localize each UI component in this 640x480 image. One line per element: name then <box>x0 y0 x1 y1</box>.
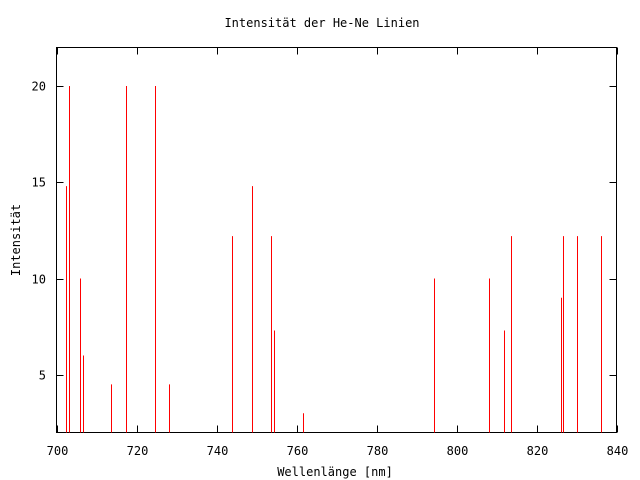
chart-title: Intensität der He-Ne Linien <box>224 16 419 30</box>
x-tick-label: 700 <box>47 444 69 458</box>
axis-ticks: 700 720 740 760 780 800 820 840 5 10 15 20 <box>32 47 629 458</box>
x-axis-label: Wellenlänge [nm] <box>277 465 393 479</box>
x-tick-label: 780 <box>367 444 389 458</box>
x-tick-label: 760 <box>287 444 309 458</box>
x-tick-label: 720 <box>127 444 149 458</box>
y-tick-label: 15 <box>32 176 46 190</box>
y-tick-label: 20 <box>32 80 46 94</box>
x-tick-label: 820 <box>527 444 549 458</box>
y-tick-label: 5 <box>39 369 46 383</box>
y-axis-label: Intensität <box>9 204 23 276</box>
x-tick-label: 840 <box>607 444 629 458</box>
y-tick-label: 10 <box>32 273 46 287</box>
x-tick-label: 740 <box>207 444 229 458</box>
bars <box>66 86 602 433</box>
plot-area-border <box>56 47 617 433</box>
x-tick-label: 800 <box>447 444 469 458</box>
